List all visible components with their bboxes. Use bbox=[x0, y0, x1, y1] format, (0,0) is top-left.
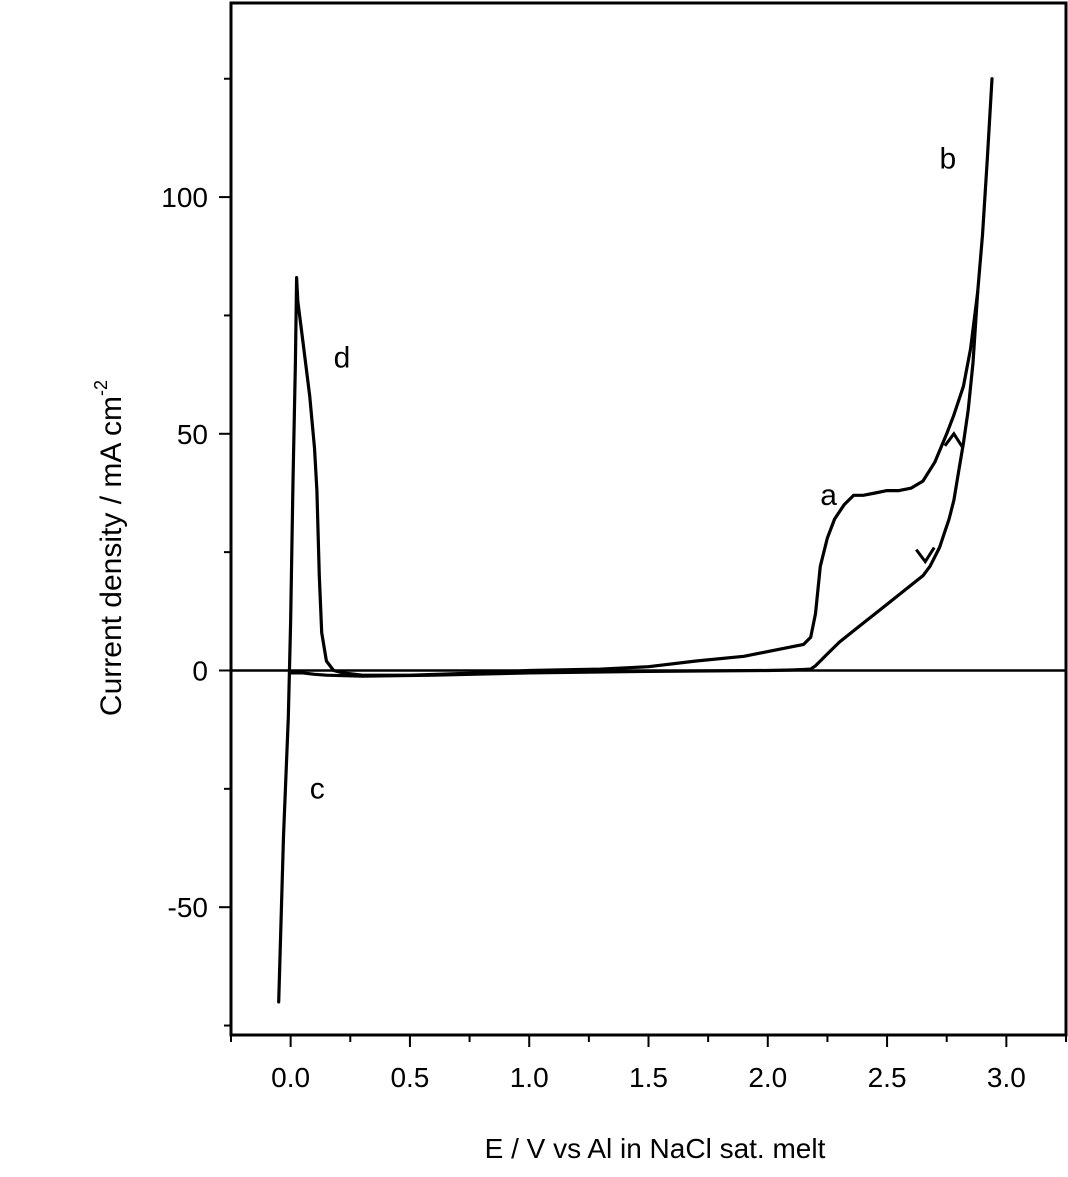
curve-labels: a b c d bbox=[310, 143, 957, 806]
x-tick-label: 3.0 bbox=[987, 1062, 1026, 1093]
y-axis-label-main: Current density / mA cm bbox=[95, 396, 128, 716]
y-tick-label: 50 bbox=[177, 419, 208, 450]
x-tick-label: 2.0 bbox=[748, 1062, 787, 1093]
curve-label-a: a bbox=[820, 479, 837, 512]
y-axis-label-superscript: -2 bbox=[91, 380, 111, 396]
series-curve-1 bbox=[277, 77, 994, 1004]
x-tick-label: 2.5 bbox=[868, 1062, 907, 1093]
y-tick-label: -50 bbox=[168, 892, 208, 923]
direction-arrow bbox=[943, 431, 965, 449]
curve-label-c: c bbox=[310, 772, 325, 805]
x-tick-label: 1.5 bbox=[629, 1062, 668, 1093]
x-tick-label: 1.0 bbox=[510, 1062, 549, 1093]
x-tick-label: 0.5 bbox=[390, 1062, 429, 1093]
curve-label-b: b bbox=[940, 143, 957, 176]
x-axis-ticks: 0.0 0.5 1.0 1.5 2.0 2.5 3.0 bbox=[230, 1035, 1067, 1093]
y-axis-ticks: -50 0 50 100 bbox=[161, 77, 231, 1027]
x-axis-label: E / V vs Al in NaCl sat. melt bbox=[485, 1133, 826, 1164]
arrow-group bbox=[915, 431, 965, 565]
y-tick-label: 100 bbox=[161, 182, 208, 213]
series-group bbox=[277, 77, 994, 1004]
x-tick-label: 0.0 bbox=[271, 1062, 310, 1093]
curve-label-d: d bbox=[334, 342, 351, 375]
direction-arrow bbox=[915, 546, 936, 565]
series-curve-2 bbox=[289, 290, 980, 678]
y-axis-label: Current density / mA cm-2 bbox=[91, 380, 128, 716]
y-tick-label: 0 bbox=[192, 655, 208, 686]
